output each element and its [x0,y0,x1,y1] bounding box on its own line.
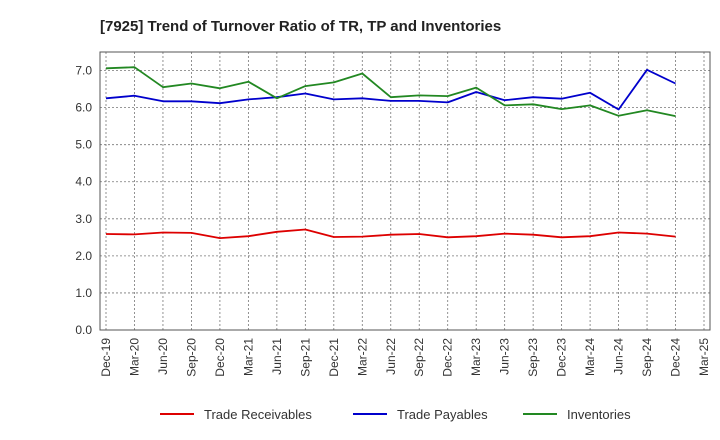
x-axis-tick-labels: Dec-19 Mar-20 Jun-20 Sep-20 Dec-20 Mar-21 Jun-… [99,338,711,377]
x-tick-label: Sep-20 [184,338,198,377]
chart-title: [7925] Trend of Turnover Ratio of TR, TP… [100,18,501,35]
x-tick-label: Mar-25 [697,338,711,376]
x-tick-label: Sep-21 [298,338,312,377]
series-line [105,228,676,240]
y-tick-label: 4.0 [75,175,92,189]
x-tick-label: Mar-24 [583,338,597,376]
legend: Trade Receivables Trade Payables Inventori… [160,407,631,422]
x-tick-label: Mar-20 [127,338,141,376]
plot-frame [99,51,711,331]
series-line [105,68,676,111]
x-tick-label: Dec-23 [555,338,569,377]
x-tick-label: Jun-23 [498,338,512,375]
series-lines [105,66,676,240]
y-tick-label: 3.0 [75,212,92,226]
y-tick-label: 6.0 [75,101,92,115]
x-tick-label: Sep-24 [640,338,654,377]
legend-label: Inventories [567,407,631,422]
y-tick-label: 1.0 [75,286,92,300]
x-tick-label: Dec-24 [669,338,683,377]
x-tick-label: Dec-22 [441,338,455,377]
x-tick-label: Sep-23 [526,338,540,377]
y-tick-label: 7.0 [75,64,92,78]
y-tick-label: 0.0 [75,323,92,337]
legend-label: Trade Payables [397,407,488,422]
y-axis-tick-labels: 0.0 1.0 2.0 3.0 4.0 5.0 6.0 7.0 [75,64,92,337]
y-tick-label: 2.0 [75,249,92,263]
x-tick-label: Jun-24 [612,338,626,375]
x-tick-label: Mar-23 [469,338,483,376]
x-tick-label: Mar-21 [241,338,255,376]
x-tick-label: Jun-21 [270,338,284,375]
x-tick-label: Dec-21 [327,338,341,377]
x-tick-label: Jun-20 [156,338,170,375]
series-line [105,66,676,117]
y-tick-label: 5.0 [75,138,92,152]
x-tick-label: Jun-22 [384,338,398,375]
x-tick-label: Dec-19 [99,338,113,377]
legend-label: Trade Receivables [204,407,312,422]
x-tick-label: Mar-22 [355,338,369,376]
grid-lines [100,52,710,330]
x-tick-label: Dec-20 [213,338,227,377]
x-tick-label: Sep-22 [412,338,426,377]
